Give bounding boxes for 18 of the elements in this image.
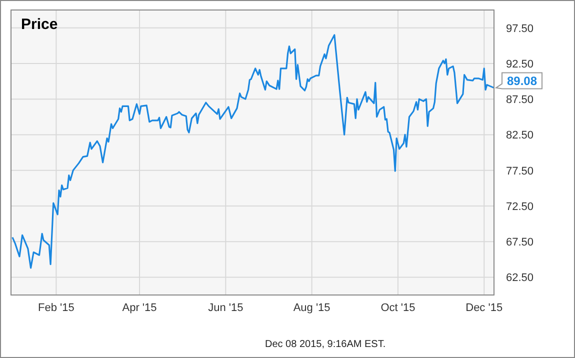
x-tick-label: Dec '15 [466, 302, 503, 314]
x-tick-label: Jun '15 [208, 302, 244, 314]
y-tick-label: 87.50 [506, 94, 534, 106]
y-tick-label: 77.50 [506, 165, 534, 178]
x-tick-label: Aug '15 [293, 302, 330, 314]
annotation: 89.08 [506, 74, 538, 88]
y-tick-label: 62.50 [506, 272, 534, 284]
y-tick-label: 72.50 [506, 200, 534, 213]
y-tick-label: 82.50 [506, 130, 534, 142]
text: Dec 08 2015, 9:16AM EST. [265, 339, 386, 350]
chart-title: Price [21, 16, 58, 33]
x-tick-label: Feb '15 [38, 302, 74, 314]
x-tick-label: Oct '15 [380, 302, 416, 314]
y-tick-label: 67.50 [506, 236, 534, 249]
y-tick-label: 92.50 [506, 58, 534, 70]
y-tick-label: 97.50 [506, 22, 534, 35]
x-tick-label: Apr '15 [122, 302, 157, 314]
line-series [12, 34, 495, 269]
